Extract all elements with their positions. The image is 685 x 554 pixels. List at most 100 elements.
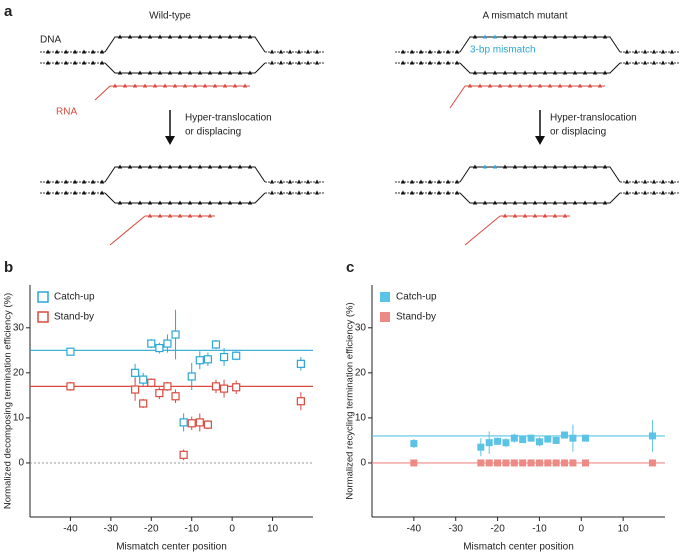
marker	[296, 359, 305, 368]
marker	[131, 368, 140, 377]
base	[582, 70, 588, 75]
base	[532, 213, 538, 218]
base	[472, 34, 478, 39]
base	[227, 70, 233, 75]
base	[177, 34, 183, 39]
base	[587, 83, 593, 88]
base	[207, 70, 213, 75]
base	[207, 164, 213, 169]
base	[454, 49, 460, 54]
marker	[535, 438, 543, 446]
y-tick-label: 10	[13, 413, 25, 424]
marker	[179, 418, 188, 427]
y-tick-label: 0	[18, 458, 24, 469]
base	[482, 200, 488, 205]
x-tick-label: 0	[579, 524, 585, 535]
marker	[535, 459, 543, 467]
base	[296, 49, 302, 54]
marker	[139, 375, 148, 384]
marker	[477, 443, 485, 451]
base	[454, 60, 460, 65]
x-tick-label: -10	[184, 524, 199, 535]
base	[633, 60, 639, 65]
x-tick-label: -40	[63, 524, 78, 535]
base	[502, 70, 508, 75]
base	[552, 213, 558, 218]
marker	[203, 355, 212, 364]
step-label: Hyper-translocation	[185, 113, 272, 124]
base	[427, 190, 433, 195]
base	[669, 179, 675, 184]
base	[512, 34, 518, 39]
base	[167, 200, 173, 205]
base	[602, 164, 608, 169]
base	[137, 34, 143, 39]
base	[651, 190, 657, 195]
base	[197, 70, 203, 75]
base	[624, 190, 630, 195]
base	[305, 190, 311, 195]
base	[217, 34, 223, 39]
base	[157, 164, 163, 169]
base	[296, 60, 302, 65]
marker	[410, 440, 418, 448]
marker	[494, 437, 502, 445]
rna	[109, 215, 146, 246]
base	[669, 60, 675, 65]
base	[409, 190, 415, 195]
base	[409, 179, 415, 184]
base	[287, 190, 293, 195]
base	[492, 34, 498, 39]
base	[142, 83, 148, 88]
base	[207, 34, 213, 39]
base	[99, 49, 105, 54]
base	[278, 49, 284, 54]
marker	[569, 434, 577, 442]
base	[227, 164, 233, 169]
base	[207, 200, 213, 205]
base	[305, 49, 311, 54]
base	[157, 34, 163, 39]
y-tick-label: 0	[360, 458, 366, 469]
base	[90, 49, 96, 54]
base	[532, 200, 538, 205]
marker	[527, 434, 535, 442]
rna-label: RNA	[56, 107, 77, 118]
base	[54, 190, 60, 195]
base	[81, 190, 87, 195]
base	[517, 83, 523, 88]
base	[436, 49, 442, 54]
base	[187, 164, 193, 169]
base	[54, 179, 60, 184]
base	[418, 60, 424, 65]
base	[492, 70, 498, 75]
base	[522, 200, 528, 205]
base	[217, 200, 223, 205]
marker	[581, 434, 589, 442]
base	[572, 70, 578, 75]
legend-label: Catch-up	[396, 292, 437, 303]
base	[237, 34, 243, 39]
legend-marker	[37, 311, 49, 323]
marker	[195, 356, 204, 365]
base	[418, 190, 424, 195]
base	[117, 164, 123, 169]
base	[522, 70, 528, 75]
base	[157, 213, 163, 218]
strand	[459, 62, 621, 74]
base	[418, 179, 424, 184]
base	[72, 190, 78, 195]
base	[212, 83, 218, 88]
y-tick-label: 20	[13, 367, 25, 378]
base	[542, 200, 548, 205]
panel-label: b	[4, 259, 13, 276]
base	[278, 190, 284, 195]
base	[117, 70, 123, 75]
base	[227, 34, 233, 39]
x-tick-label: -20	[144, 524, 159, 535]
base	[63, 179, 69, 184]
base	[436, 179, 442, 184]
base	[99, 190, 105, 195]
step-label: Hyper-translocation	[550, 113, 637, 124]
